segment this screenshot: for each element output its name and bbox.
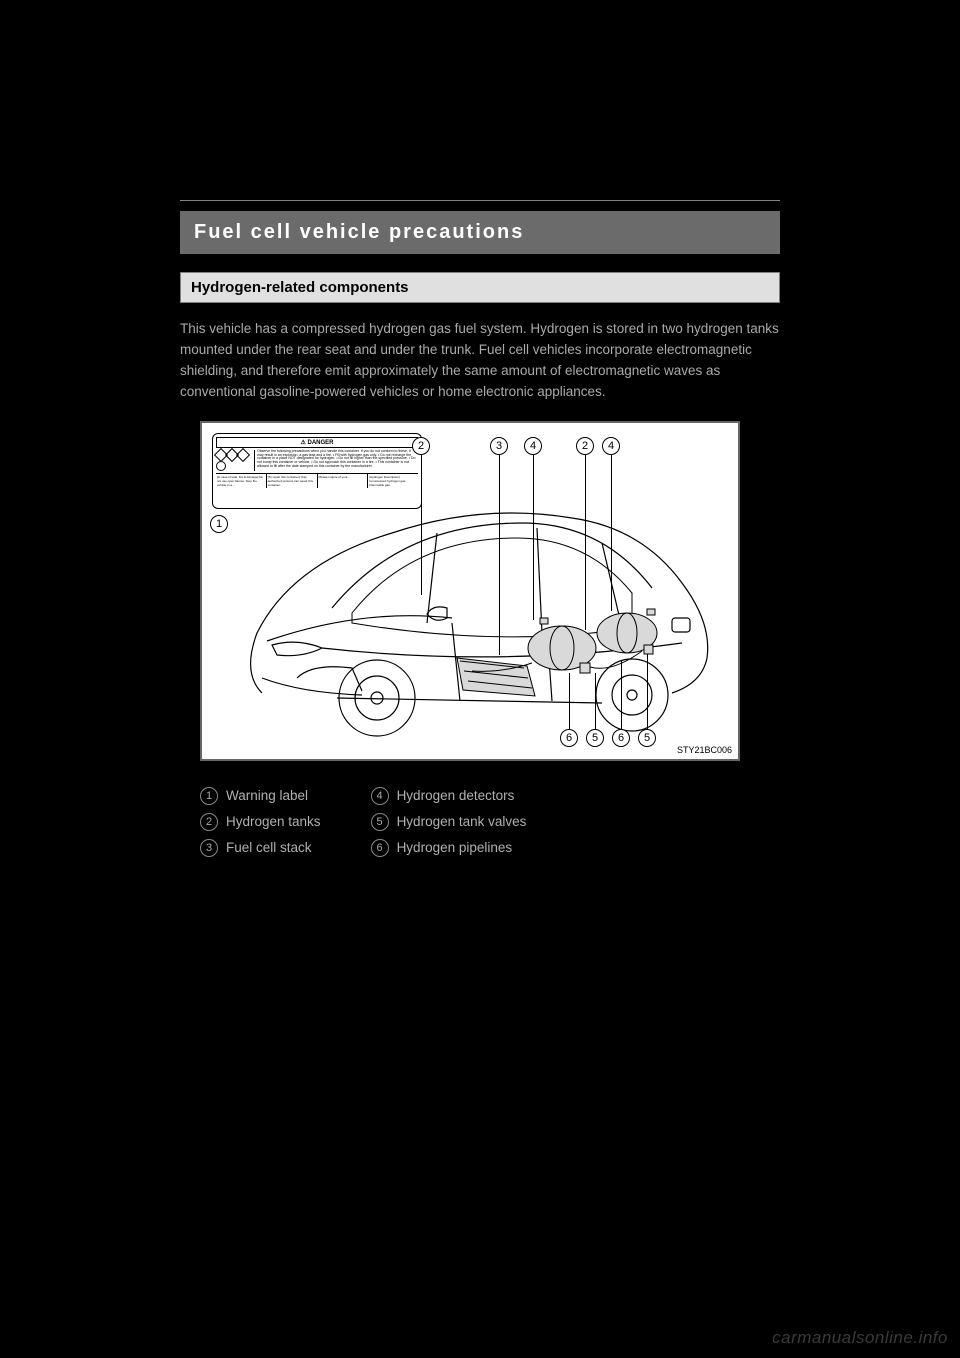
page-title: Fuel cell vehicle precautions bbox=[194, 221, 524, 243]
danger-label-inset: ⚠ DANGER Observe the following precautio… bbox=[212, 433, 422, 509]
leader-line bbox=[421, 455, 422, 595]
leader-line bbox=[595, 673, 596, 729]
leader-line bbox=[533, 455, 534, 620]
callout-6: 6 bbox=[560, 729, 578, 747]
legend-number-icon: 6 bbox=[371, 839, 389, 857]
callout-6: 6 bbox=[612, 729, 630, 747]
leader-line bbox=[569, 673, 570, 729]
callout-4: 4 bbox=[524, 437, 542, 455]
legend-label: Warning label bbox=[226, 788, 308, 803]
vehicle-diagram: ⚠ DANGER Observe the following precautio… bbox=[200, 421, 740, 761]
legend-item: 6 Hydrogen pipelines bbox=[371, 839, 527, 857]
leader-line bbox=[621, 661, 622, 729]
legend-item: 2 Hydrogen tanks bbox=[200, 813, 321, 831]
hazard-icons-group bbox=[216, 450, 252, 471]
prohibition-icon bbox=[216, 461, 226, 471]
legend-col-right: 4 Hydrogen detectors 5 Hydrogen tank val… bbox=[371, 787, 527, 857]
legend-col-left: 1 Warning label 2 Hydrogen tanks 3 Fuel … bbox=[200, 787, 321, 857]
legend-label: Fuel cell stack bbox=[226, 840, 312, 855]
danger-col: [In case of leak, fire & damage] Do not … bbox=[216, 474, 267, 488]
watermark: carmanualsonline.info bbox=[772, 1328, 948, 1348]
callout-3: 3 bbox=[490, 437, 508, 455]
legend-number-icon: 1 bbox=[200, 787, 218, 805]
legend-label: Hydrogen tanks bbox=[226, 814, 321, 829]
callout-2: 2 bbox=[412, 437, 430, 455]
danger-label-body: Observe the following precautions when y… bbox=[254, 450, 418, 471]
leader-line bbox=[647, 654, 648, 729]
callout-4: 4 bbox=[602, 437, 620, 455]
danger-col: [To repair this container] Only authoriz… bbox=[267, 474, 318, 488]
top-rule bbox=[180, 200, 780, 201]
callout-1: 1 bbox=[210, 515, 228, 533]
danger-col: Please inquire of your… bbox=[318, 474, 369, 488]
figure-code: STY21BC006 bbox=[677, 745, 732, 755]
legend-number-icon: 3 bbox=[200, 839, 218, 857]
legend-number-icon: 5 bbox=[371, 813, 389, 831]
ghs-diamond-icon bbox=[236, 448, 250, 462]
section-subtitle: Hydrogen-related components bbox=[191, 279, 409, 296]
legend-label: Hydrogen pipelines bbox=[397, 840, 513, 855]
danger-label-footer: [In case of leak, fire & damage] Do not … bbox=[216, 473, 418, 488]
section-subtitle-bar: Hydrogen-related components bbox=[180, 272, 780, 303]
legend-item: 4 Hydrogen detectors bbox=[371, 787, 527, 805]
legend-label: Hydrogen tank valves bbox=[397, 814, 527, 829]
danger-col: [Hydrogen Description] Compressed hydrog… bbox=[368, 474, 418, 488]
danger-label-title: ⚠ DANGER bbox=[216, 437, 418, 448]
callout-5: 5 bbox=[638, 729, 656, 747]
leader-line bbox=[611, 455, 612, 611]
callout-5: 5 bbox=[586, 729, 604, 747]
legend-number-icon: 2 bbox=[200, 813, 218, 831]
legend-item: 3 Fuel cell stack bbox=[200, 839, 321, 857]
intro-paragraph: This vehicle has a compressed hydrogen g… bbox=[180, 319, 780, 403]
legend-item: 5 Hydrogen tank valves bbox=[371, 813, 527, 831]
legend: 1 Warning label 2 Hydrogen tanks 3 Fuel … bbox=[200, 787, 780, 857]
legend-item: 1 Warning label bbox=[200, 787, 321, 805]
leader-line bbox=[499, 455, 500, 655]
leader-line bbox=[585, 455, 586, 630]
callout-2: 2 bbox=[576, 437, 594, 455]
legend-label: Hydrogen detectors bbox=[397, 788, 515, 803]
legend-number-icon: 4 bbox=[371, 787, 389, 805]
page-title-bar: Fuel cell vehicle precautions bbox=[180, 211, 780, 254]
